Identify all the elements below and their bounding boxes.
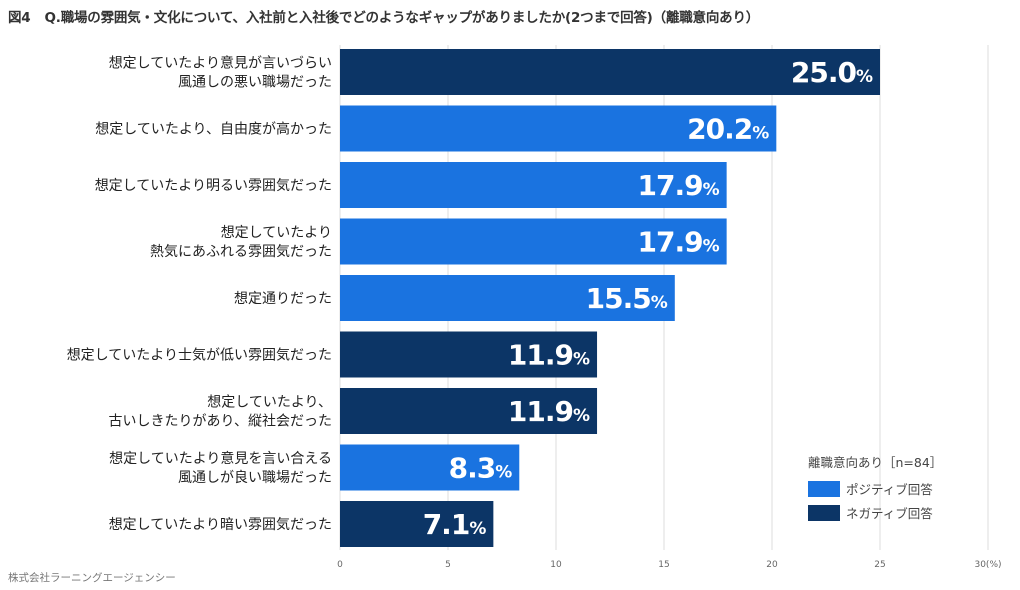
category-label: 想定していたより意見を言い合える	[109, 450, 332, 467]
x-tick-label: 25	[874, 560, 885, 570]
company-credit: 株式会社ラーニングエージェンシー	[8, 572, 176, 584]
legend-item-positive: ポジティブ回答	[808, 479, 942, 498]
legend-label-negative: ネガティブ回答	[846, 506, 933, 521]
value-label: 20.2%	[687, 113, 769, 146]
legend-swatch-negative	[808, 504, 840, 521]
x-tick-label: 15	[658, 560, 669, 570]
x-tick-label: 10	[550, 560, 562, 570]
category-label: 熱気にあふれる雰囲気だった	[150, 244, 332, 260]
bar	[340, 105, 777, 152]
value-number: 25.0	[791, 56, 857, 89]
chart-title: 図4 Q.職場の雰囲気・文化について、入社前と入社後でどのようなギャップがありまし…	[8, 6, 759, 26]
value-number: 11.9	[508, 395, 573, 428]
bar	[340, 388, 598, 434]
value-label: 17.9%	[637, 226, 719, 259]
bar	[340, 49, 880, 95]
value-percent: %	[573, 406, 590, 426]
value-percent: %	[856, 67, 873, 87]
value-label: 17.9%	[637, 169, 719, 202]
value-label: 11.9%	[508, 395, 590, 428]
legend-swatch-positive	[808, 480, 840, 497]
category-label: 想定していたより意見が言いづらい	[109, 55, 332, 72]
category-label: 想定していたより、自由度が高かった	[95, 121, 332, 138]
value-percent: %	[495, 463, 512, 483]
value-number: 17.9	[637, 226, 702, 259]
category-label: 想定していたより	[221, 225, 332, 241]
bar	[340, 218, 727, 265]
value-number: 20.2	[687, 113, 752, 146]
bar	[340, 331, 598, 378]
value-percent: %	[469, 519, 486, 539]
bar	[340, 444, 520, 491]
x-tick-label: 20	[766, 560, 778, 570]
bar	[340, 162, 727, 208]
category-label: 想定していたより暗い雰囲気だった	[109, 517, 332, 533]
figure-label: 図4	[8, 10, 31, 26]
question-text: Q.職場の雰囲気・文化について、入社前と入社後でどのようなギャップがありましたか…	[44, 10, 760, 26]
bar	[340, 501, 494, 547]
value-percent: %	[703, 180, 720, 200]
category-label: 風通しが良い職場だった	[178, 470, 332, 486]
category-label: 想定していたより士気が低い雰囲気だった	[67, 348, 332, 364]
bar	[340, 275, 675, 321]
category-label: 想定通りだった	[234, 291, 332, 307]
value-number: 15.5	[586, 282, 651, 315]
value-number: 7.1	[423, 508, 470, 541]
value-percent: %	[703, 237, 720, 257]
legend-label-positive: ポジティブ回答	[846, 482, 933, 497]
category-label: 想定していたより、	[207, 395, 332, 411]
legend-title: 離職意向あり［n=84］	[808, 455, 943, 470]
category-label: 風通しの悪い職場だった	[178, 75, 332, 91]
x-tick-label: 0	[337, 560, 343, 570]
legend-item-negative: ネガティブ回答	[808, 503, 942, 522]
legend: 離職意向あり［n=84］ ポジティブ回答 ネガティブ回答	[808, 452, 942, 527]
category-label: 想定していたより明るい雰囲気だった	[95, 178, 332, 194]
value-label: 25.0%	[791, 56, 873, 89]
value-percent: %	[573, 350, 590, 370]
value-percent: %	[651, 293, 668, 313]
value-label: 8.3%	[449, 452, 513, 485]
x-tick-label: 30(%)	[974, 560, 1001, 570]
value-number: 17.9	[637, 169, 702, 202]
value-label: 7.1%	[423, 508, 487, 541]
category-label: 古いしきたりがあり、縦社会だった	[109, 414, 332, 430]
value-percent: %	[752, 124, 769, 144]
value-label: 11.9%	[508, 339, 590, 372]
value-number: 11.9	[508, 339, 573, 372]
value-number: 8.3	[449, 452, 496, 485]
value-label: 15.5%	[586, 282, 668, 315]
x-tick-label: 5	[445, 560, 451, 570]
